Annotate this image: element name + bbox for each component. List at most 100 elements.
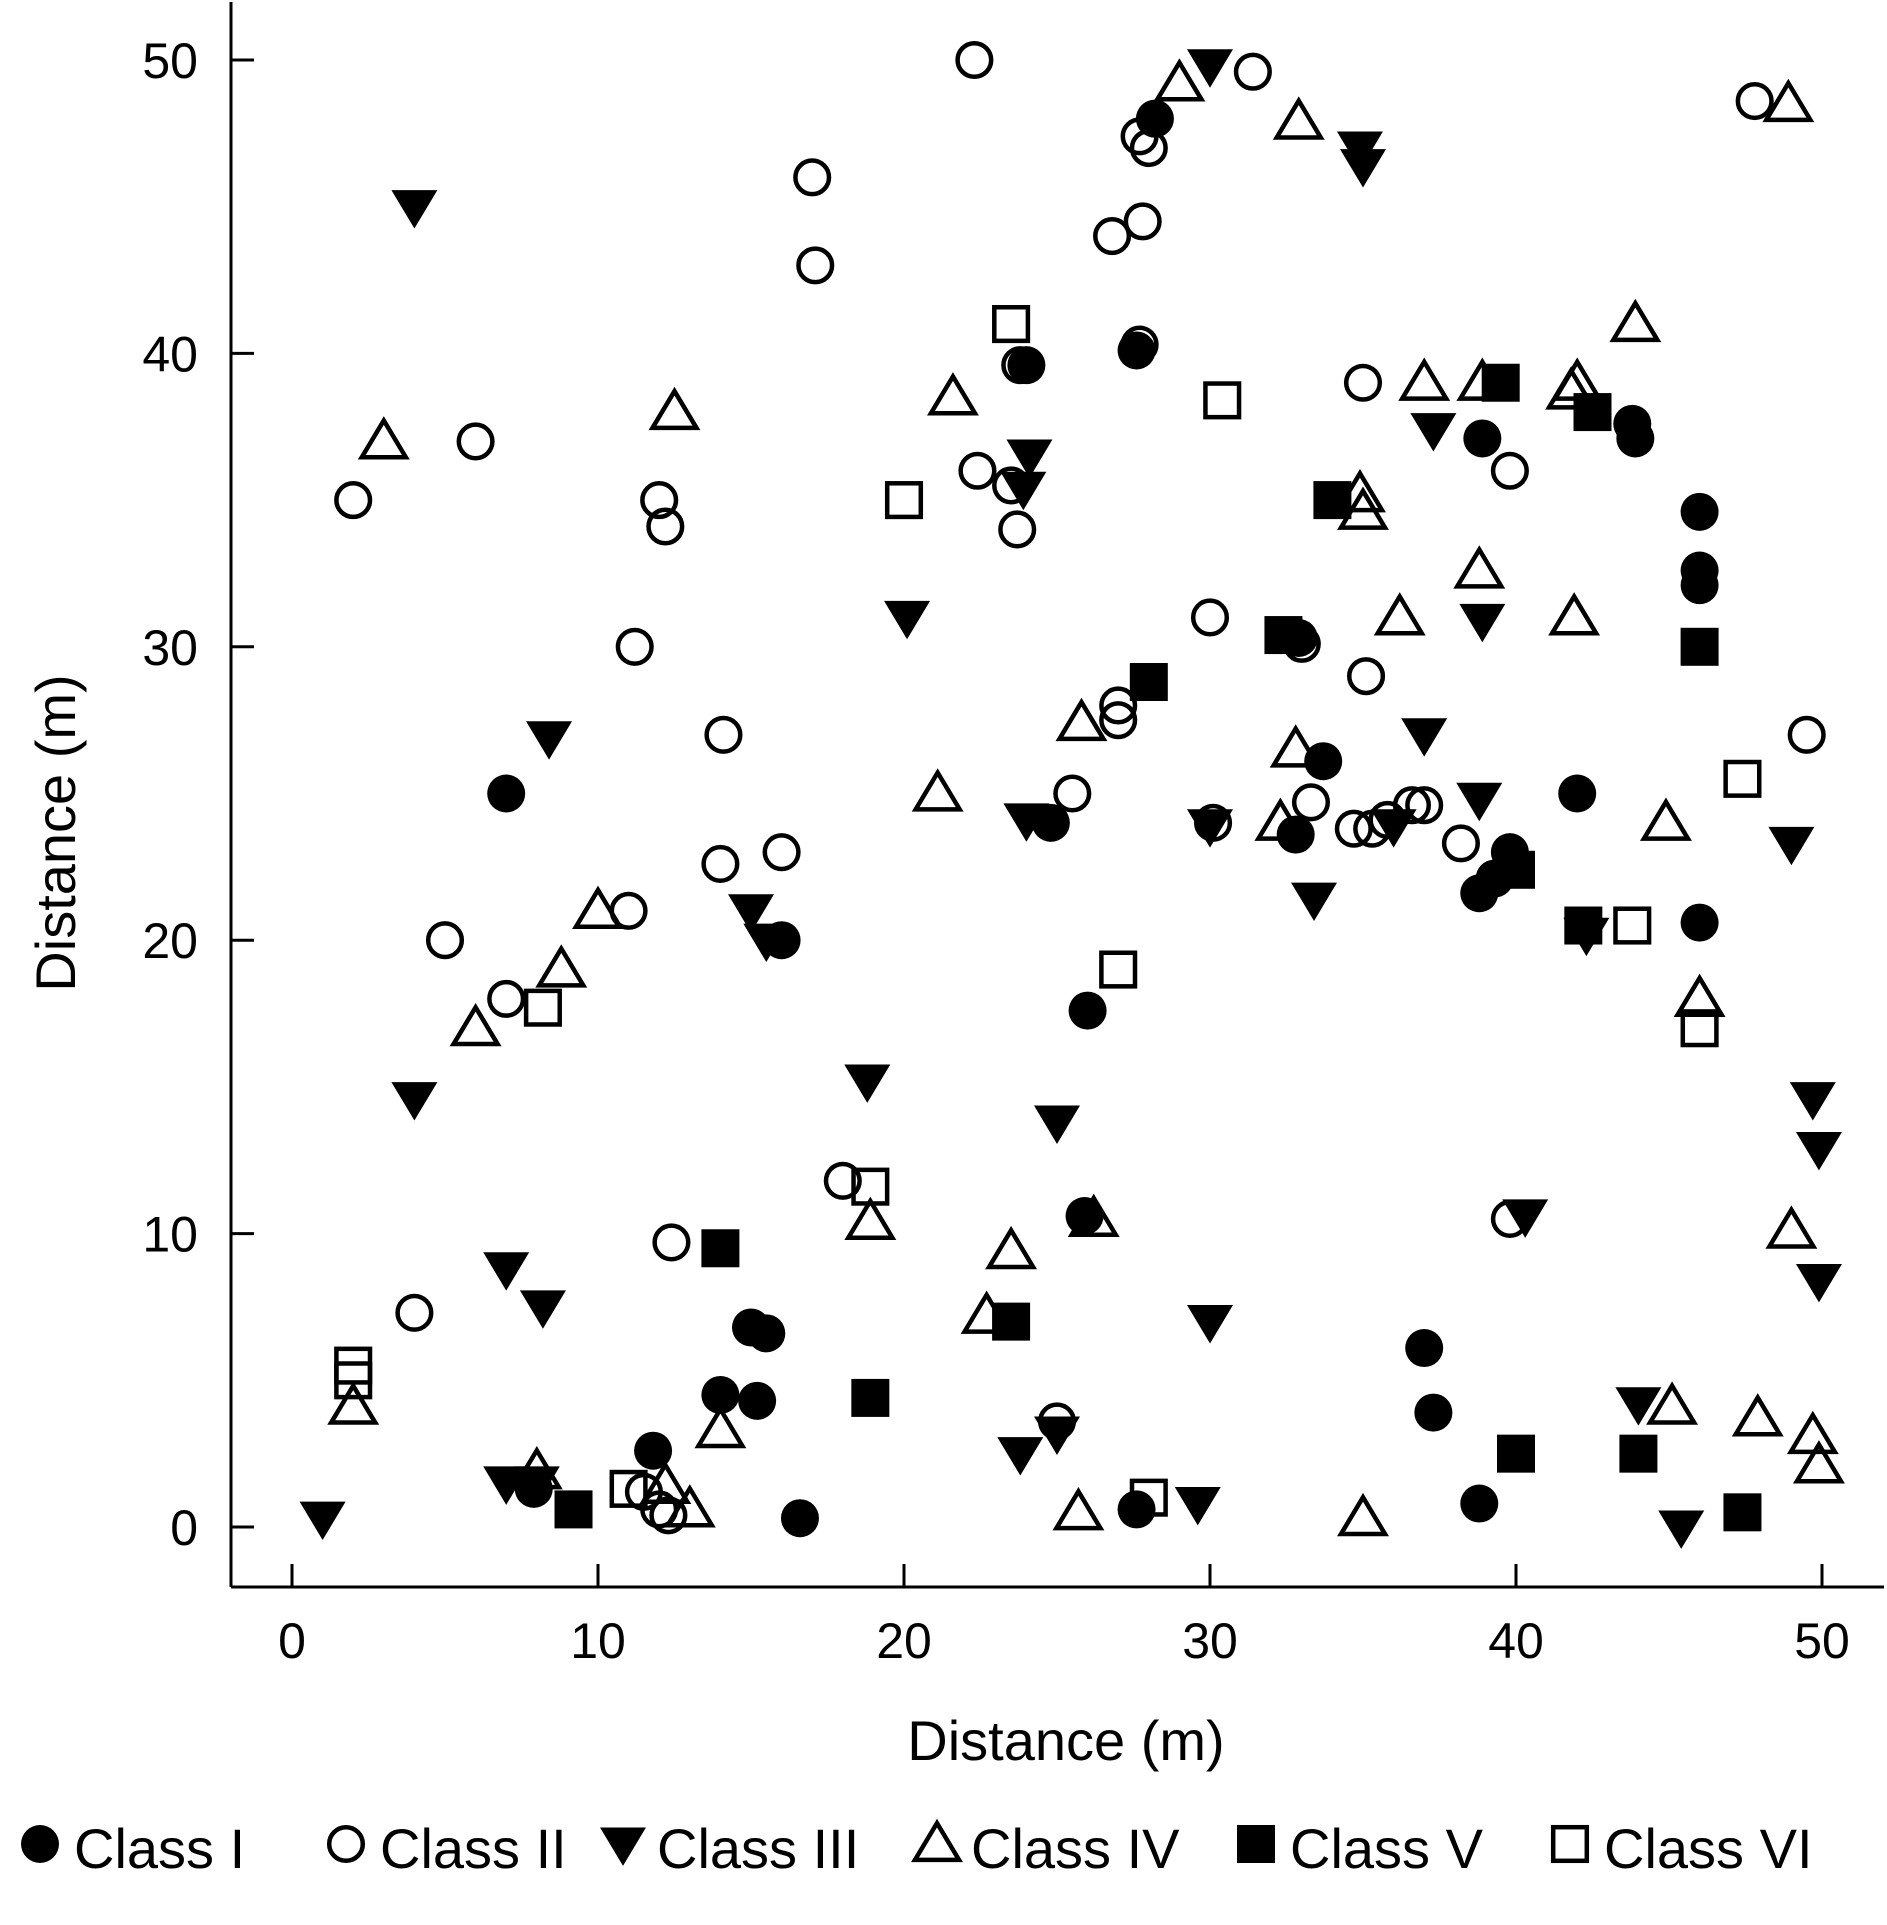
data-point [646, 507, 685, 546]
data-point [1153, 58, 1206, 102]
series-1 [487, 99, 1719, 1538]
data-point [747, 1314, 786, 1353]
data-point [1370, 809, 1417, 848]
y-axis-ticks: 0 10 20 30 40 50 [142, 33, 254, 1556]
data-point [1187, 49, 1233, 88]
data-point [728, 894, 774, 933]
data-point [1564, 906, 1603, 945]
data-point [1053, 774, 1092, 813]
data-point [1003, 803, 1050, 842]
data-point [1410, 413, 1457, 452]
data-point [1463, 419, 1502, 458]
data-point [1337, 486, 1389, 530]
data-point [1254, 797, 1307, 841]
data-point [1789, 1082, 1836, 1121]
data-point [1792, 1440, 1845, 1484]
data-point [1291, 882, 1338, 921]
legend-label: Class I [74, 1817, 245, 1880]
data-point [1001, 346, 1040, 385]
x-tick-label: 30 [1182, 1613, 1238, 1669]
legend-item: Class VI [1550, 1817, 1813, 1880]
series-5 [554, 363, 1762, 1532]
data-point [663, 1484, 716, 1528]
data-point [639, 1460, 692, 1505]
data-point [1735, 82, 1774, 121]
data-point [1481, 363, 1520, 402]
data-point [572, 885, 624, 929]
data-point [1786, 1410, 1839, 1455]
data-point [391, 190, 438, 229]
data-point [1497, 850, 1535, 889]
data-point [955, 40, 994, 80]
data-point [1120, 117, 1159, 156]
data-point [1313, 481, 1352, 520]
data-point [1276, 815, 1315, 854]
data-point [780, 1499, 819, 1538]
data-point [844, 1064, 891, 1103]
data-point [1414, 1393, 1453, 1432]
data-point [299, 1501, 346, 1541]
data-point [1337, 1492, 1389, 1537]
x-tick-label: 20 [876, 1613, 932, 1669]
data-point [926, 372, 979, 416]
data-point [844, 1196, 897, 1240]
data-point [334, 481, 373, 520]
data-point [634, 1431, 673, 1470]
data-point [652, 1223, 691, 1262]
legend-label: Class IV [971, 1817, 1180, 1880]
data-point [1456, 782, 1503, 822]
data-point [1373, 592, 1426, 636]
y-tick-label: 20 [142, 913, 198, 969]
data-point [1795, 1131, 1842, 1171]
x-tick-label: 40 [1488, 1613, 1544, 1669]
data-point [1646, 1381, 1699, 1425]
data-point [985, 1225, 1038, 1270]
legend-marker [600, 1827, 646, 1866]
data-point [523, 988, 562, 1027]
legend-marker [1237, 1825, 1275, 1863]
x-tick-label: 0 [278, 1613, 306, 1669]
data-point [1795, 1263, 1842, 1303]
data-point [395, 1293, 434, 1332]
data-point [958, 451, 997, 490]
legend-label: Class V [1290, 1817, 1484, 1880]
data-point [1291, 783, 1331, 822]
data-point [1052, 1487, 1105, 1531]
data-point [1187, 1305, 1233, 1344]
data-point [1099, 950, 1138, 989]
data-point [1441, 824, 1480, 863]
data-point [1264, 616, 1303, 655]
data-point [526, 721, 573, 760]
data-point [701, 1375, 740, 1414]
data-point [1680, 627, 1719, 666]
x-tick-label: 50 [1794, 1613, 1850, 1669]
data-point [609, 1469, 648, 1508]
data-point [1619, 1434, 1658, 1473]
data-point [327, 1381, 380, 1425]
x-tick-label: 10 [570, 1613, 626, 1669]
data-point [851, 1378, 890, 1417]
y-tick-label: 50 [142, 33, 198, 89]
data-point [1497, 1434, 1535, 1473]
data-point [1068, 991, 1107, 1030]
data-point [483, 1252, 530, 1291]
data-point [1658, 1510, 1705, 1549]
data-point [334, 1361, 373, 1400]
data-point [1099, 686, 1138, 725]
data-point [456, 422, 495, 461]
data-point [992, 1302, 1031, 1341]
data-point [1573, 393, 1612, 432]
data-point [738, 1381, 777, 1420]
data-point [998, 510, 1037, 549]
data-point [1765, 1205, 1818, 1249]
data-point [1034, 1105, 1080, 1144]
legend-item: Class V [1237, 1817, 1484, 1880]
y-tick-label: 40 [142, 326, 198, 382]
data-point [615, 627, 654, 666]
data-point [992, 305, 1031, 344]
data-point [1768, 826, 1815, 866]
data-point [1680, 1009, 1719, 1048]
data-point [911, 768, 964, 812]
y-tick-label: 30 [142, 620, 198, 676]
data-point [640, 481, 679, 520]
